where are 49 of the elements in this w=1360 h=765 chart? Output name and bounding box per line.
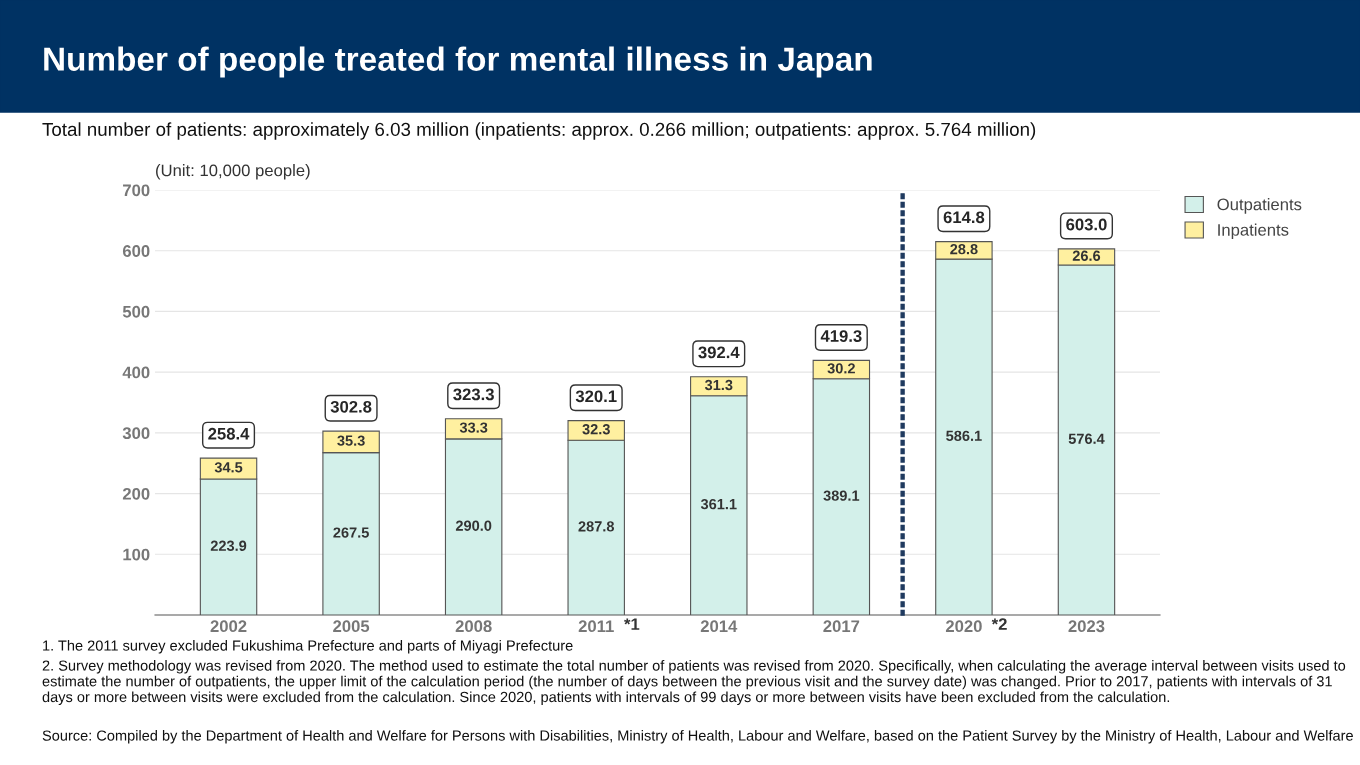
text: 1. The 2011 survey excluded Fukushima Prefecture and parts of Miyagi Prefecture [43, 640, 573, 654]
data-label: 35.3 [337, 435, 365, 446]
total-label: 320.1 [575, 390, 617, 403]
data-label: 287.8 [578, 521, 615, 532]
data-label: 30.2 [827, 363, 855, 374]
data-label: 361.1 [700, 498, 737, 510]
x-tick-label: 2023 [1068, 620, 1105, 633]
text: 2. Survey methodology was revised from 2020. The method used to estimate the total number of patients was revised from 2020. Specifically, when calculating the average interval between visits used to estimate the number of outpatients, the upper limit of the calculation period (the number of days between the previous visit and the survey date) was changed. Prior to 2017, patients with intervals of 31 days or more between visits were excluded from the calculation. Since 2020, patients with intervals of 99 days or more between visits have been excluded from the calculation. [42, 660, 1346, 706]
chart-title: Number of people treated for mental illness in Japan [44, 46, 872, 78]
data-label: 223.9 [210, 540, 247, 551]
legend-label: Inpatients [1218, 223, 1289, 240]
data-label: 389.1 [823, 490, 860, 501]
annotation: *2 [991, 618, 1007, 630]
data-label: 28.8 [950, 244, 978, 255]
total-label: 258.4 [208, 427, 250, 440]
data-label: 26.6 [1072, 250, 1101, 261]
x-tick-label: 2002 [210, 620, 247, 633]
data-label: 33.3 [459, 422, 488, 433]
x-tick-label: 2011 [578, 620, 614, 633]
chart-subtitle: Total number of patients: approximately 6.03 million (inpatients: approx. 0.266 million; outpatients: approx. 5.764 million) [42, 122, 1036, 140]
data-label: 32.3 [582, 424, 610, 435]
x-tick-label: 2017 [823, 620, 860, 633]
y-axis-title: (Unit: 10,000 people) [156, 164, 310, 180]
y-tick-label: 600 [122, 245, 150, 257]
total-label: 392.4 [698, 346, 740, 359]
data-label: 576.4 [1068, 433, 1105, 444]
total-label: 323.3 [453, 388, 494, 401]
x-tick-label: 2014 [700, 620, 738, 633]
source-note: Source: Compiled by the Department of Health and Welfare for Persons with Disabilities, Ministry of Health, Labour and Welfare, based on the Patient Survey by the Ministry of Health, Labour and Welfare [42, 730, 1353, 744]
data-label: 586.1 [946, 430, 982, 441]
y-tick-label: 300 [122, 427, 150, 440]
legend-label: Outpatients [1217, 198, 1302, 214]
total-label: 603.0 [1066, 218, 1107, 231]
total-label: 614.8 [943, 211, 985, 224]
y-tick-label: 700 [123, 184, 150, 197]
data-label: 31.3 [704, 379, 733, 391]
data-label: 34.5 [214, 462, 243, 473]
y-tick-label: 100 [123, 548, 150, 561]
y-tick-label: 400 [122, 366, 150, 379]
x-tick-label: 2020 [945, 620, 982, 633]
total-label: 302.8 [330, 400, 372, 413]
x-tick-label: 2008 [455, 620, 492, 633]
y-tick-label: 500 [122, 305, 150, 318]
y-tick-label: 200 [122, 487, 150, 500]
total-label: 419.3 [820, 330, 862, 342]
data-label: 267.5 [333, 527, 369, 538]
x-tick-label: 2005 [333, 620, 370, 633]
annotation: *1 [624, 618, 640, 630]
data-label: 290.0 [455, 520, 492, 531]
